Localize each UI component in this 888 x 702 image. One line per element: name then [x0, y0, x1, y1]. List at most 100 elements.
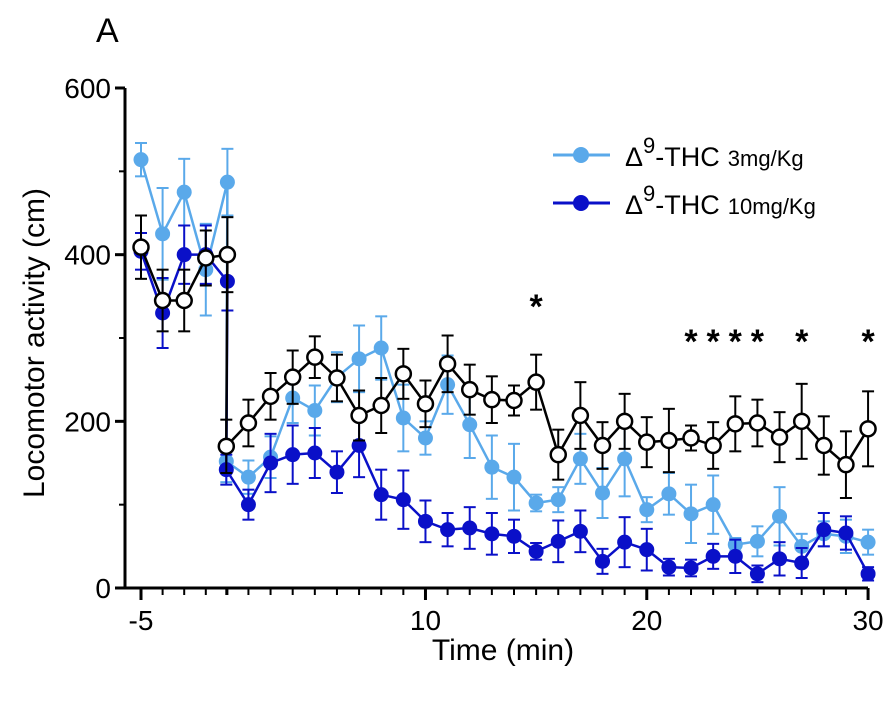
significance-star: *: [729, 323, 743, 361]
legend-label-thc10-prefix: Δ: [625, 190, 643, 220]
significance-markers: ** * * * * *: [530, 288, 876, 361]
data-point-thc10: [440, 522, 456, 538]
data-point-vehicle: [527, 373, 545, 391]
legend-marker-thc10: [573, 195, 589, 211]
data-point-vehicle: [505, 391, 523, 410]
data-point-thc10: [749, 566, 765, 582]
x-tick-label: 10: [410, 605, 441, 636]
x-axis-ticks: -5 10 20 30: [129, 588, 884, 636]
significance-star: *: [861, 323, 875, 361]
y-tick-label: 0: [95, 573, 111, 604]
data-point-vehicle: [328, 369, 346, 387]
y-tick-label: 400: [64, 240, 111, 271]
data-point-thc10: [727, 548, 743, 564]
data-point-thc3: [639, 502, 655, 518]
data-point-thc10: [351, 438, 367, 453]
data-point-vehicle: [815, 436, 833, 455]
legend: Δ9-THC 3mg/Kg Δ9-THC 10mg/Kg: [553, 133, 816, 220]
data-point-vehicle: [438, 355, 457, 373]
data-point-vehicle: [283, 368, 302, 386]
data-point-thc10: [595, 553, 611, 569]
data-point-thc10: [484, 526, 500, 542]
data-point-vehicle: [726, 415, 745, 433]
legend-label-thc10-sup: 9: [643, 181, 655, 206]
legend-label-thc3-dose: 3mg/Kg: [728, 146, 804, 171]
data-point-thc3: [794, 538, 810, 554]
data-point-thc3: [462, 417, 478, 433]
data-point-thc10: [307, 445, 323, 461]
data-point-thc10: [329, 464, 345, 480]
x-tick-label: 30: [852, 605, 883, 636]
data-point-vehicle: [239, 414, 258, 432]
data-point-vehicle: [460, 380, 479, 399]
data-point-vehicle: [837, 455, 855, 474]
data-point-thc10: [417, 513, 433, 529]
data-point-thc3: [395, 410, 411, 426]
data-point-thc3: [484, 459, 500, 475]
significance-star: *: [751, 323, 765, 361]
significance-star: *: [707, 323, 721, 361]
data-point-vehicle: [350, 406, 368, 425]
data-point-thc3: [705, 497, 721, 513]
data-point-thc3: [550, 492, 566, 508]
legend-marker-thc3: [573, 147, 589, 163]
data-point-vehicle: [483, 390, 501, 409]
panel-label: A: [96, 12, 119, 50]
x-axis-title: Time (min): [432, 634, 574, 667]
significance-star: *: [530, 288, 544, 326]
data-point-thc3: [176, 184, 192, 200]
data-point-thc3: [373, 340, 389, 356]
x-tick-label: 20: [631, 605, 662, 636]
data-point-vehicle: [593, 436, 612, 455]
data-point-thc10: [395, 492, 411, 508]
data-point-thc3: [240, 469, 256, 485]
data-point-vehicle: [306, 348, 324, 366]
data-point-thc10: [285, 447, 301, 463]
legend-label-thc10-main: -THC: [655, 190, 719, 220]
data-point-thc3: [417, 430, 433, 446]
data-point-thc10: [462, 520, 478, 536]
data-point-vehicle: [748, 414, 767, 432]
x-tick-label: -5: [129, 605, 154, 636]
data-point-thc3: [683, 506, 699, 522]
data-point-vehicle: [638, 433, 656, 451]
data-point-vehicle: [153, 291, 172, 310]
data-point-thc10: [661, 559, 677, 575]
data-point-thc10: [550, 533, 566, 549]
y-axis-title: Locomotor activity (cm): [18, 188, 51, 498]
data-point-vehicle: [660, 431, 678, 450]
data-point-thc10: [176, 247, 192, 263]
legend-label-thc3-prefix: Δ: [625, 142, 643, 172]
data-point-vehicle: [217, 437, 236, 456]
data-point-thc10: [528, 543, 544, 559]
legend-label-thc10-dose: 10mg/Kg: [728, 194, 816, 219]
data-point-thc3: [219, 174, 235, 190]
data-point-thc3: [572, 451, 588, 467]
data-point-thc10: [617, 534, 633, 550]
data-point-vehicle: [218, 245, 237, 264]
data-point-thc3: [661, 486, 677, 502]
data-point-thc10: [683, 560, 699, 576]
data-point-thc3: [749, 533, 765, 549]
data-point-thc3: [133, 152, 149, 168]
data-point-vehicle: [704, 436, 722, 455]
data-point-vehicle: [682, 429, 700, 447]
data-point-thc10: [373, 487, 389, 503]
data-point-vehicle: [175, 291, 193, 310]
data-point-thc10: [705, 548, 721, 564]
data-point-vehicle: [261, 387, 280, 406]
y-tick-label: 200: [64, 406, 111, 437]
data-point-thc3: [528, 495, 544, 511]
data-point-thc10: [572, 523, 588, 539]
data-point-thc3: [351, 351, 367, 367]
data-point-thc3: [595, 485, 611, 501]
series-layer: [132, 142, 877, 584]
y-axis-ticks: 0 200 400 600: [64, 73, 125, 604]
data-point-thc3: [772, 508, 788, 524]
data-point-thc10: [506, 528, 522, 544]
data-point-vehicle: [859, 420, 877, 438]
data-point-thc10: [860, 566, 876, 582]
series-thc10: [133, 224, 876, 584]
data-point-vehicle: [132, 238, 150, 256]
